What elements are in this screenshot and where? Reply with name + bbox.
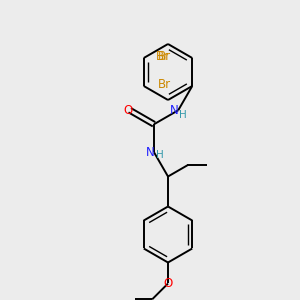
Text: H: H [179,110,187,120]
Text: Br: Br [158,50,171,62]
Text: O: O [123,104,132,117]
Text: O: O [164,277,172,290]
Text: Br: Br [158,77,171,91]
Text: H: H [156,150,164,160]
Text: Br: Br [156,50,169,62]
Text: N: N [170,104,178,117]
Text: N: N [146,146,154,159]
